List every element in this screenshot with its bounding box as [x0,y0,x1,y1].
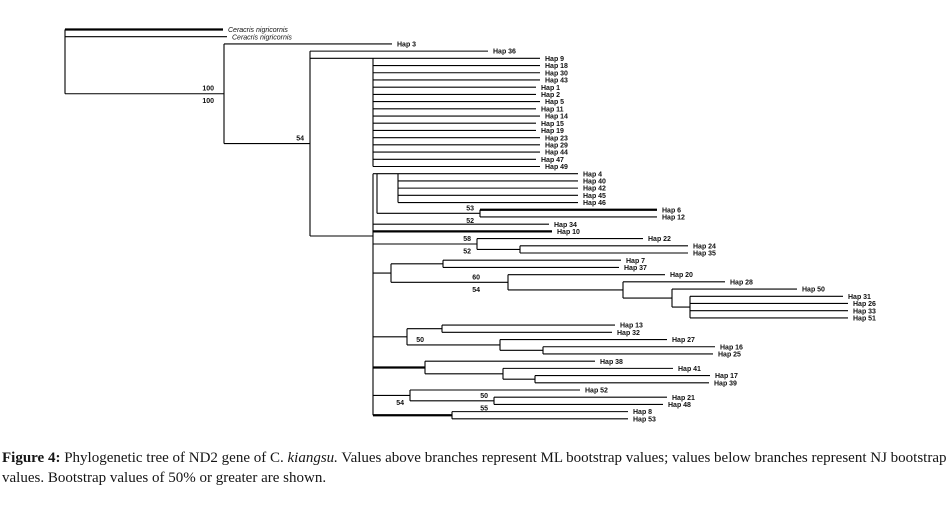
tip-label: Hap 24 [693,243,716,250]
tip-label: Hap 36 [493,49,516,56]
tip-label: Hap 26 [853,301,876,308]
tip-label: Hap 35 [693,251,716,258]
tip-label: Hap 23 [545,135,568,142]
tip-label: Hap 12 [662,215,685,222]
bootstrap-value-below: 55 [480,405,488,412]
tip-label: Hap 13 [620,323,643,330]
tip-label: Hap 46 [583,200,606,207]
tip-label: Hap 27 [672,337,695,344]
tip-label: Hap 53 [633,416,656,423]
outgroup-taxon-label: Ceracris nigricornis [228,27,288,34]
tip-label: Hap 3 [397,42,416,49]
tip-label: Hap 21 [672,395,695,402]
bootstrap-value-above: 53 [466,205,474,212]
tip-label: Hap 39 [714,380,737,387]
tip-label: Hap 49 [545,164,568,171]
tip-label: Hap 44 [545,150,568,157]
tip-label: Hap 19 [541,128,564,135]
tip-label: Hap 48 [668,402,691,409]
tip-label: Hap 16 [720,344,743,351]
tip-label: Hap 9 [545,56,564,63]
caption-text-after-italic: Values above branches represent ML boots… [2,450,947,486]
bootstrap-value-above: 60 [472,274,480,281]
tip-label: Hap 51 [853,316,876,323]
tip-label: Hap 37 [624,265,647,272]
bootstrap-value-below: 100 [202,98,214,105]
tip-label: Hap 29 [545,142,568,149]
tip-label: Hap 2 [541,92,560,99]
tip-label: Hap 30 [545,70,568,77]
tip-label: Hap 14 [545,114,568,121]
tip-label: Hap 31 [848,294,871,301]
bootstrap-value-below: 54 [472,287,480,294]
bootstrap-value-below: 52 [466,218,474,225]
tip-label: Hap 33 [853,308,876,315]
tip-label: Hap 43 [545,78,568,85]
tip-label: Hap 28 [730,279,753,286]
bootstrap-value-above: 50 [480,393,488,400]
tip-label: Hap 50 [802,287,825,294]
bootstrap-value-above: 54 [296,136,304,143]
bootstrap-value-above: 100 [202,86,214,93]
tip-label: Hap 6 [662,207,681,214]
tip-label: Hap 18 [545,63,568,70]
tip-label: Hap 10 [557,229,580,236]
tip-label: Hap 20 [670,272,693,279]
tip-label: Hap 7 [626,258,645,265]
bootstrap-value-below: 52 [463,248,471,255]
tip-label: Hap 4 [583,171,602,178]
tip-label: Hap 47 [541,157,564,164]
tip-label: Hap 40 [583,179,606,186]
caption-text-before-italic: Phylogenetic tree of ND2 gene of C. [60,450,288,466]
tip-label: Hap 1 [541,85,560,92]
tip-label: Hap 38 [600,359,623,366]
tip-label: Hap 17 [715,373,738,380]
tip-label: Hap 8 [633,409,652,416]
tip-label: Hap 52 [585,388,608,395]
tip-label: Hap 32 [617,330,640,337]
tip-label: Hap 41 [678,366,701,373]
caption-species-italic: kiangsu. [287,450,338,466]
tip-label: Hap 45 [583,193,606,200]
figure-caption: Figure 4: Phylogenetic tree of ND2 gene … [0,448,951,488]
tip-label: Hap 5 [545,99,564,106]
tip-label: Hap 34 [554,222,577,229]
tip-label: Hap 42 [583,186,606,193]
bootstrap-value-above: 58 [463,236,471,243]
tip-label: Hap 22 [648,236,671,243]
caption-label: Figure 4: [2,450,61,466]
bootstrap-value-above: 50 [416,337,424,344]
tip-label: Hap 25 [718,352,741,359]
outgroup-taxon-label: Ceracris nigricornis [232,34,292,41]
tip-label: Hap 11 [541,106,564,113]
tip-label: Hap 15 [541,121,564,128]
bootstrap-value-below: 54 [396,400,404,407]
